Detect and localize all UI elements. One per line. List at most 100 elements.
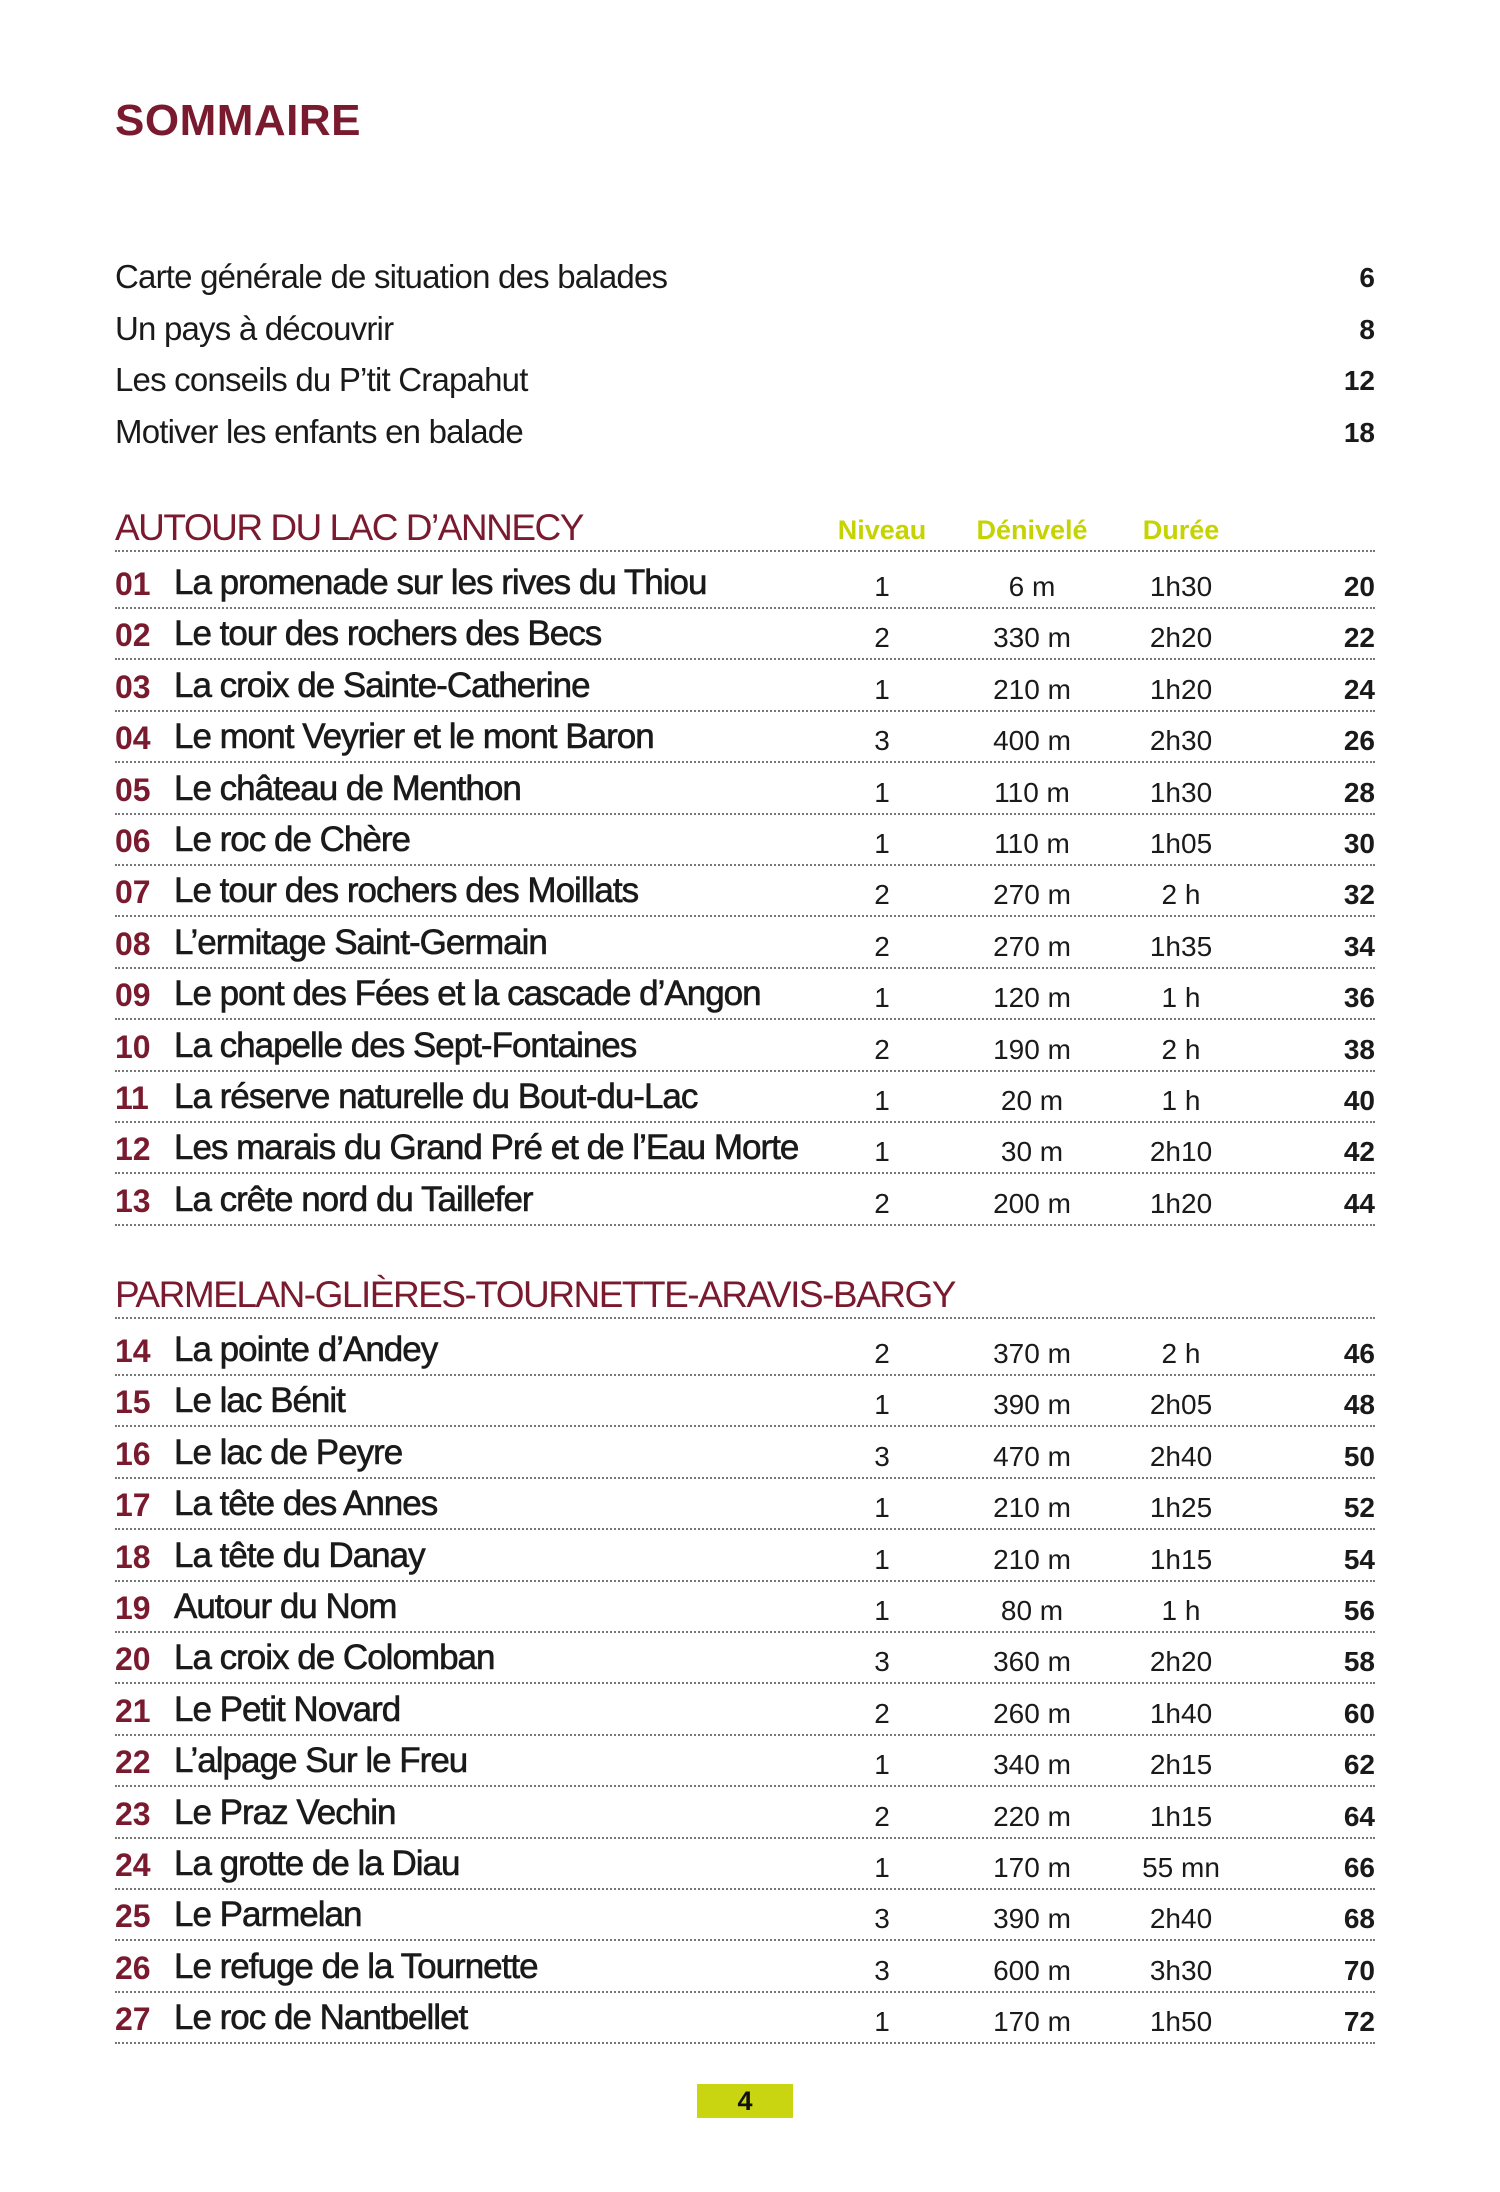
walk-title: Le château de Menthon <box>174 768 522 808</box>
walk-page: 40 <box>1343 1085 1375 1116</box>
walk-page: 26 <box>1343 725 1375 757</box>
intro-item[interactable]: Carte générale de situation des balades 6 <box>115 258 1375 309</box>
denivele-cell: 400 m <box>993 725 1071 757</box>
walk-page: 24 <box>1343 673 1375 705</box>
intro-item[interactable]: Les conseils du P’tit Crapahut 12 <box>115 361 1375 412</box>
toc-row[interactable]: 12 Les marais du Grand Pré et de l’Eau Mo… <box>115 1122 1375 1175</box>
niveau-cell: 1 <box>874 1085 890 1116</box>
denivele-cell: 390 m <box>993 1389 1071 1421</box>
walk-number: 02 <box>115 617 151 654</box>
walk-title: La tête des Annes <box>174 1484 439 1524</box>
niveau-cell: 2 <box>874 1697 890 1729</box>
column-header-duree: Durée <box>1142 515 1220 545</box>
intro-item[interactable]: Un pays à découvrir 8 <box>115 310 1375 361</box>
column-header-denivele: Dénivelé <box>976 515 1088 545</box>
niveau-cell: 2 <box>874 930 890 962</box>
walk-page: 42 <box>1343 1136 1375 1168</box>
walk-title: L’alpage Sur le Freu <box>174 1741 469 1781</box>
toc-row[interactable]: 13 La crête nord du Taillefer 2 200 m 1h20 44 <box>115 1174 1375 1226</box>
niveau-cell: 2 <box>874 1338 890 1369</box>
walk-title: Le pont des Fées et la cascade d’Angon <box>174 974 762 1014</box>
duree-cell: 2h05 <box>1149 1389 1213 1421</box>
duree-cell: 3h30 <box>1149 1954 1213 1986</box>
toc-row[interactable]: 20 La croix de Colomban 3 360 m 2h20 58 <box>115 1632 1375 1685</box>
toc-row[interactable]: 22 L’alpage Sur le Freu 1 340 m 2h15 62 <box>115 1735 1375 1788</box>
walk-page: 64 <box>1343 1800 1375 1832</box>
niveau-cell: 1 <box>874 776 890 808</box>
walk-number: 09 <box>115 977 151 1014</box>
denivele-cell: 360 m <box>993 1646 1071 1678</box>
duree-cell: 2h40 <box>1149 1903 1213 1935</box>
duree-cell: 2h40 <box>1149 1440 1213 1472</box>
toc-row[interactable]: 04 Le mont Veyrier et le mont Baron 3 400 m… <box>115 711 1375 764</box>
duree-cell: 2h20 <box>1149 622 1213 654</box>
toc-row[interactable]: 10 La chapelle des Sept-Fontaines 2 190 m 2 … <box>115 1020 1375 1072</box>
denivele-cell: 110 m <box>994 828 1070 859</box>
walk-title: La crête nord du Taillefer <box>174 1179 534 1219</box>
niveau-cell: 2 <box>874 1187 890 1219</box>
walk-number: 03 <box>115 668 151 705</box>
intro-page: 12 <box>1343 365 1375 396</box>
duree-cell: 1h30 <box>1149 776 1213 808</box>
walk-number: 21 <box>115 1692 151 1729</box>
toc-row[interactable]: 06 Le roc de Chère 1 110 m 1h05 30 <box>115 814 1375 866</box>
toc-row[interactable]: 08 L’ermitage Saint-Germain 2 270 m 1h35 34 <box>115 917 1375 969</box>
walk-number: 12 <box>115 1131 151 1168</box>
denivele-cell: 270 m <box>993 879 1071 911</box>
niveau-cell: 1 <box>874 982 890 1014</box>
toc-row[interactable]: 23 Le Praz Vechin 2 220 m 1h15 64 <box>115 1787 1375 1839</box>
denivele-cell: 600 m <box>993 1954 1071 1986</box>
toc-row[interactable]: 21 Le Petit Novard 2 260 m 1h40 60 <box>115 1684 1375 1736</box>
niveau-cell: 3 <box>874 1646 890 1678</box>
toc-row[interactable]: 02 Le tour des rochers des Becs 2 330 m 2h20… <box>115 608 1375 661</box>
denivele-cell: 260 m <box>993 1697 1071 1729</box>
denivele-cell: 200 m <box>993 1187 1071 1219</box>
walk-page: 30 <box>1343 828 1375 859</box>
niveau-cell: 2 <box>874 1800 890 1832</box>
walk-page: 70 <box>1343 1954 1375 1986</box>
walk-number: 26 <box>115 1949 151 1986</box>
toc-row[interactable]: 24 La grotte de la Diau 1 170 m 55 mn 66 <box>115 1838 1375 1890</box>
toc-row[interactable]: 26 Le refuge de la Tournette 3 600 m 3h30 70 <box>115 1941 1375 1993</box>
walk-page: 50 <box>1343 1440 1375 1472</box>
toc-row[interactable]: 05 Le château de Menthon 1 110 m 1h30 28 <box>115 763 1375 815</box>
toc-row[interactable]: 14 La pointe d’Andey 2 370 m 2 h 46 <box>115 1324 1375 1376</box>
walk-number: 20 <box>115 1641 151 1678</box>
niveau-cell: 1 <box>874 1852 890 1883</box>
toc-row[interactable]: 11 La réserve naturelle du Bout-du-Lac 1 20… <box>115 1071 1375 1123</box>
duree-cell: 1 h <box>1161 1085 1201 1116</box>
toc-row[interactable]: 17 La tête des Annes 1 210 m 1h25 52 <box>115 1478 1375 1531</box>
denivele-cell: 270 m <box>993 930 1071 962</box>
walk-title: Le lac de Peyre <box>174 1432 404 1472</box>
toc-row[interactable]: 09 Le pont des Fées et la cascade d’Angon… <box>115 968 1375 1021</box>
walk-page: 34 <box>1343 930 1375 962</box>
toc-row[interactable]: 18 La tête du Danay 1 210 m 1h15 54 <box>115 1530 1375 1582</box>
toc-row[interactable]: 01 La promenade sur les rives du Thiou 1 6 … <box>115 557 1375 609</box>
toc-row[interactable]: 07 Le tour des rochers des Moillats 2 270 m… <box>115 865 1375 918</box>
walk-title: La pointe d’Andey <box>174 1330 439 1370</box>
denivele-cell: 330 m <box>993 622 1071 654</box>
walk-title: Le tour des rochers des Becs <box>174 614 603 654</box>
walk-number: 25 <box>115 1898 151 1935</box>
toc-row[interactable]: 27 Le roc de Nantbellet 1 170 m 1h50 72 <box>115 1992 1375 2045</box>
duree-cell: 55 mn <box>1142 1852 1220 1883</box>
walk-page: 60 <box>1343 1697 1375 1729</box>
toc-row[interactable]: 03 La croix de Sainte-Catherine 1 210 m 1h20… <box>115 660 1375 712</box>
toc-row[interactable]: 19 Autour du Nom 1 80 m 1 h 56 <box>115 1581 1375 1633</box>
walk-number: 14 <box>115 1333 151 1369</box>
duree-cell: 1h05 <box>1149 828 1213 859</box>
walk-title: Autour du Nom <box>174 1587 398 1627</box>
niveau-cell: 3 <box>874 725 890 757</box>
niveau-cell: 2 <box>874 1033 890 1065</box>
walk-page: 28 <box>1343 776 1375 808</box>
niveau-cell: 3 <box>874 1440 890 1472</box>
toc-row[interactable]: 25 Le Parmelan 3 390 m 2h40 68 <box>115 1889 1375 1942</box>
walk-number: 22 <box>115 1744 151 1781</box>
page-number: 4 <box>697 2084 793 2118</box>
toc-row[interactable]: 16 Le lac de Peyre 3 470 m 2h40 50 <box>115 1427 1375 1479</box>
walk-title: La croix de Sainte-Catherine <box>174 665 591 705</box>
intro-item[interactable]: Motiver les enfants en balade 18 <box>115 413 1375 464</box>
walk-page: 46 <box>1343 1338 1375 1369</box>
toc-row[interactable]: 15 Le lac Bénit 1 390 m 2h05 48 <box>115 1375 1375 1428</box>
denivele-cell: 340 m <box>993 1749 1071 1781</box>
